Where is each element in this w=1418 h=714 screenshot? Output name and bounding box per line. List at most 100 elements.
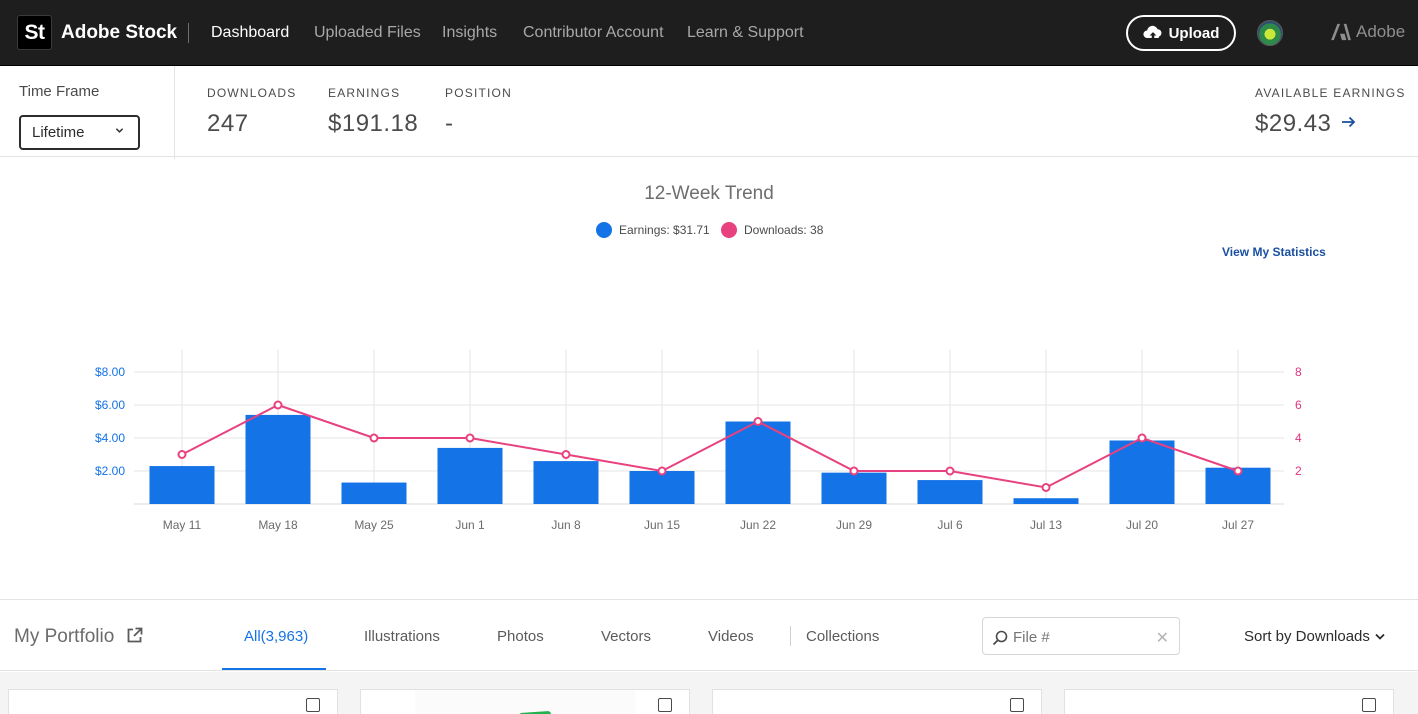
- legend-earnings-label: Earnings: $31.71: [619, 223, 710, 237]
- y-left-tick-label: $8.00: [95, 365, 125, 379]
- downloads-point: [849, 466, 859, 476]
- file-search-input[interactable]: [1013, 627, 1153, 647]
- y-right-tick-label: 8: [1295, 365, 1302, 379]
- earnings-bar: [917, 480, 983, 504]
- x-tick-label: Jun 15: [644, 518, 680, 532]
- tab-divider: [790, 626, 791, 646]
- adobe-brand-link[interactable]: Adobe: [1330, 22, 1405, 42]
- checkbox-icon[interactable]: [658, 698, 672, 712]
- earnings-label: EARNINGS: [328, 86, 401, 100]
- downloads-point: [465, 433, 475, 443]
- x-tick-label: May 11: [163, 518, 202, 532]
- earnings-bar: [725, 421, 791, 504]
- downloads-point: [1137, 433, 1147, 443]
- stats-bar: Time Frame Lifetime DOWNLOADS 247 EARNIN…: [0, 66, 1418, 159]
- upload-button[interactable]: Upload: [1126, 15, 1236, 51]
- y-right-tick-label: 2: [1295, 464, 1302, 478]
- checkbox-icon[interactable]: [306, 698, 320, 712]
- asset-card[interactable]: [1064, 689, 1394, 714]
- x-tick-label: Jun 22: [740, 518, 776, 532]
- view-my-statistics-link[interactable]: View My Statistics: [1222, 245, 1326, 259]
- y-left-tick-label: $2.00: [95, 464, 125, 478]
- x-tick-label: Jul 6: [937, 518, 963, 532]
- asset-thumbnail[interactable]: [415, 690, 635, 714]
- legend-downloads-dot: [721, 222, 737, 238]
- earnings-bar: [533, 461, 599, 504]
- chevron-down-icon: [115, 128, 124, 133]
- adobe-logo-icon: [1331, 23, 1351, 41]
- downloads-line: [181, 403, 1239, 489]
- close-icon[interactable]: ✕: [1155, 630, 1169, 647]
- sort-label: Sort by Downloads: [1244, 628, 1370, 645]
- portfolio-title: My Portfolio: [14, 626, 115, 647]
- x-tick-label: May 25: [354, 518, 394, 532]
- tab-all[interactable]: All(3,963): [244, 628, 309, 645]
- timeframe-dropdown[interactable]: Lifetime: [19, 115, 140, 150]
- y-right-tick-label: 6: [1295, 398, 1302, 412]
- chart-title: 12-Week Trend: [644, 183, 774, 204]
- brand-name[interactable]: Adobe Stock: [61, 22, 178, 43]
- available-earnings-label: AVAILABLE EARNINGS: [1255, 86, 1406, 100]
- user-avatar[interactable]: [1257, 20, 1283, 46]
- asset-card[interactable]: [712, 689, 1042, 714]
- earnings-value: $191.18: [328, 110, 419, 137]
- tab-vectors[interactable]: Vectors: [601, 628, 652, 645]
- upload-button-label: Upload: [1168, 24, 1220, 42]
- downloads-point: [369, 433, 379, 443]
- downloads-point: [657, 466, 667, 476]
- y-left-tick-label: $6.00: [95, 398, 125, 412]
- asset-card[interactable]: [360, 689, 690, 714]
- stats-divider: [174, 66, 175, 159]
- search-icon: [992, 630, 1008, 646]
- x-tick-label: May 18: [258, 518, 298, 532]
- cloud-upload-icon: [1142, 25, 1162, 41]
- position-value: -: [445, 110, 454, 137]
- tab-photos[interactable]: Photos: [497, 628, 544, 645]
- downloads-value: 247: [207, 110, 249, 137]
- sort-dropdown[interactable]: Sort by Downloads: [1244, 628, 1385, 645]
- tab-collections[interactable]: Collections: [806, 628, 880, 645]
- tab-illustrations[interactable]: Illustrations: [364, 628, 440, 645]
- earnings-bar: [1109, 440, 1175, 504]
- nav-insights[interactable]: Insights: [442, 24, 498, 41]
- chevron-down-icon: [1375, 633, 1385, 640]
- adobe-label: Adobe: [1356, 22, 1406, 41]
- portfolio-bar: My Portfolio All(3,963) Illustrations Ph…: [0, 599, 1418, 671]
- downloads-point: [945, 466, 955, 476]
- legend-earnings[interactable]: Earnings: $31.71: [596, 222, 710, 238]
- external-link-icon[interactable]: [126, 627, 143, 644]
- y-left-tick-label: $4.00: [95, 431, 125, 445]
- downloads-point: [561, 450, 571, 459]
- available-earnings-value[interactable]: $29.43: [1255, 110, 1332, 137]
- checkbox-icon[interactable]: [1362, 698, 1376, 712]
- downloads-point: [1233, 466, 1243, 476]
- legend-earnings-dot: [596, 222, 612, 238]
- x-tick-label: Jul 13: [1030, 518, 1062, 532]
- arrow-right-icon[interactable]: [1341, 115, 1357, 129]
- active-tab-underline: [222, 668, 326, 670]
- timeframe-value: Lifetime: [32, 124, 85, 141]
- file-search-box[interactable]: ✕: [982, 617, 1180, 655]
- tab-videos[interactable]: Videos: [708, 628, 754, 645]
- nav-uploaded-files[interactable]: Uploaded Files: [314, 24, 421, 41]
- top-navigation-bar: St Adobe Stock Dashboard Uploaded Files …: [0, 0, 1418, 66]
- earnings-bar: [245, 414, 311, 504]
- earnings-bar: [629, 471, 695, 504]
- nav-contributor-account[interactable]: Contributor Account: [523, 24, 664, 41]
- x-tick-label: Jun 8: [551, 518, 581, 532]
- portfolio-grid: [0, 672, 1418, 714]
- adobe-stock-logo[interactable]: St: [17, 15, 52, 50]
- nav-learn-support[interactable]: Learn & Support: [687, 24, 804, 41]
- x-tick-label: Jun 29: [836, 518, 872, 532]
- earnings-bar: [341, 482, 407, 504]
- earnings-bar: [1013, 498, 1079, 504]
- x-tick-label: Jul 27: [1222, 518, 1254, 532]
- downloads-point: [177, 450, 187, 459]
- checkbox-icon[interactable]: [1010, 698, 1024, 712]
- x-tick-label: Jun 1: [455, 518, 485, 532]
- downloads-label: DOWNLOADS: [207, 86, 297, 100]
- x-tick-label: Jul 20: [1126, 518, 1158, 532]
- nav-dashboard[interactable]: Dashboard: [211, 24, 290, 41]
- legend-downloads[interactable]: Downloads: 38: [721, 222, 823, 238]
- asset-card[interactable]: [8, 689, 338, 714]
